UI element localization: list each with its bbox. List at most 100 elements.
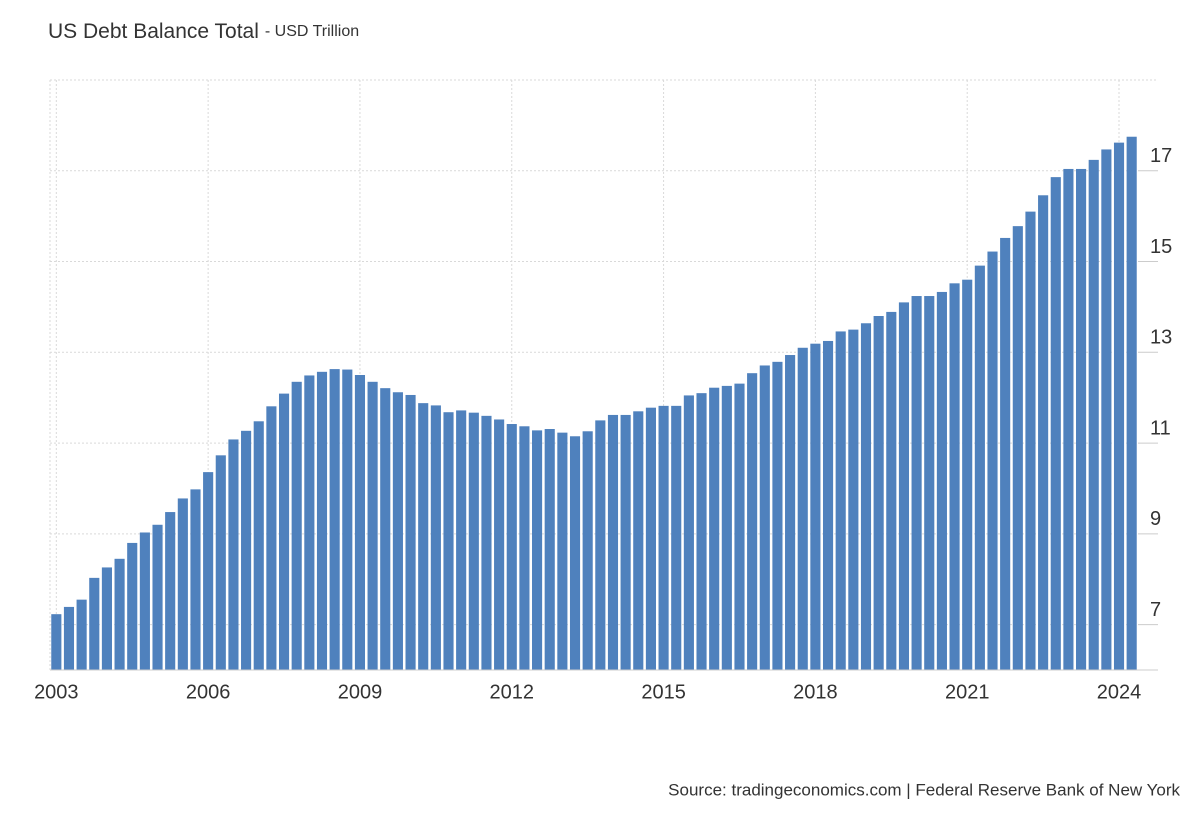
bar <box>860 323 872 670</box>
bar <box>380 388 391 670</box>
x-tick-label: 2006 <box>186 681 231 703</box>
bar <box>101 567 112 670</box>
y-tick-label: 9 <box>1150 508 1161 530</box>
bar <box>1113 142 1125 671</box>
x-tick-label: 2021 <box>945 681 990 703</box>
bar <box>911 296 922 670</box>
bar <box>1025 211 1036 670</box>
bar <box>519 426 530 670</box>
title: US Debt Balance Total <box>48 20 259 43</box>
bar <box>228 439 239 670</box>
bar <box>506 424 517 670</box>
bar <box>1076 168 1087 670</box>
bar <box>747 373 758 670</box>
bar <box>1000 237 1011 670</box>
bar <box>544 429 555 670</box>
bar <box>696 393 707 670</box>
bar <box>532 430 543 670</box>
bar <box>291 381 302 670</box>
bar <box>709 387 720 670</box>
bar <box>658 405 669 670</box>
bar <box>177 498 188 670</box>
bar <box>633 411 644 670</box>
bar <box>278 393 290 670</box>
bar <box>266 406 277 670</box>
bar <box>354 375 366 670</box>
y-tick-label: 7 <box>1150 599 1161 621</box>
bar <box>785 355 796 670</box>
bar <box>304 375 315 670</box>
bar <box>759 365 770 670</box>
chart-title: US Debt Balance Total - USD Trillion <box>48 20 359 43</box>
bar <box>203 472 214 670</box>
bar <box>89 577 100 670</box>
x-tick-label: 2012 <box>490 681 535 703</box>
bar <box>962 279 973 670</box>
bar <box>671 405 682 670</box>
bar <box>76 599 87 670</box>
bar <box>797 347 808 670</box>
x-tick-label: 2018 <box>793 681 838 703</box>
bar <box>392 392 403 670</box>
y-tick-label: 13 <box>1150 327 1172 349</box>
bar <box>582 431 593 670</box>
bar <box>215 455 226 670</box>
bar <box>241 430 252 670</box>
subtitle: - USD Trillion <box>265 23 359 40</box>
bar <box>835 331 846 670</box>
bar <box>683 395 694 670</box>
bar <box>607 414 619 670</box>
bar <box>822 340 834 670</box>
bar <box>898 302 910 670</box>
bar <box>1126 136 1137 670</box>
bar <box>873 316 884 670</box>
bar <box>456 410 467 670</box>
bar <box>367 381 378 670</box>
bar <box>734 383 745 670</box>
bar <box>443 412 454 670</box>
bar <box>152 524 163 670</box>
bar <box>810 343 821 670</box>
bar <box>620 414 631 670</box>
bar <box>772 361 783 670</box>
bar <box>405 394 416 670</box>
y-tick-label: 11 <box>1150 417 1171 439</box>
bar <box>481 415 492 670</box>
bar <box>139 532 150 670</box>
bar <box>924 296 935 670</box>
bar <box>595 420 606 670</box>
bar <box>1101 149 1112 670</box>
bar <box>342 369 353 670</box>
bar <box>721 385 732 670</box>
y-tick-label: 15 <box>1150 236 1172 258</box>
bar <box>886 311 897 670</box>
bar <box>848 329 859 670</box>
bar <box>1063 168 1074 670</box>
bar <box>974 265 985 670</box>
bar <box>468 412 479 670</box>
bar <box>1012 226 1023 670</box>
bar <box>1088 159 1099 670</box>
bar <box>949 283 960 670</box>
bar <box>329 369 340 670</box>
bar <box>569 436 581 670</box>
x-tick-label: 2003 <box>34 681 79 703</box>
bar <box>936 291 947 670</box>
x-tick-label: 2024 <box>1097 681 1142 703</box>
bar <box>253 421 264 670</box>
bar <box>645 407 656 670</box>
bar <box>316 371 328 670</box>
y-tick-label: 17 <box>1150 145 1172 167</box>
bar <box>51 614 62 670</box>
x-tick-label: 2009 <box>338 681 383 703</box>
bar <box>127 542 138 670</box>
bar <box>557 432 568 670</box>
bar <box>190 489 201 670</box>
bar <box>1050 177 1061 670</box>
bar <box>418 403 429 670</box>
bar <box>114 558 125 670</box>
bar <box>987 251 998 671</box>
source: Source: tradingeconomics.com | Federal R… <box>668 780 1180 799</box>
